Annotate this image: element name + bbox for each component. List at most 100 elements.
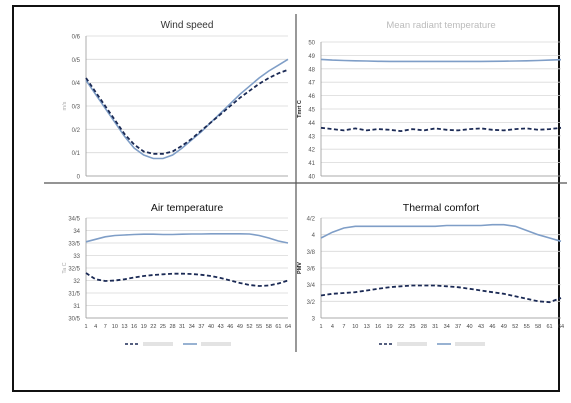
chart-title: Thermal comfort xyxy=(403,202,480,214)
y-tick-label: 4 xyxy=(312,233,316,239)
y-tick-label: 41 xyxy=(308,161,315,167)
x-tick-label: 55 xyxy=(524,324,530,330)
x-tick-label: 31 xyxy=(432,324,438,330)
x-tick-label: 4 xyxy=(331,324,334,330)
x-tick-label: 43 xyxy=(218,324,224,330)
series-line-solid xyxy=(320,58,562,63)
y-tick-label: 33/5 xyxy=(68,242,80,248)
y-tick-label: 31 xyxy=(73,304,80,310)
x-tick-label: 61 xyxy=(547,324,553,330)
y-tick-label: 3/6 xyxy=(307,267,316,273)
series-line-solid xyxy=(85,232,289,244)
x-tick-label: 58 xyxy=(266,324,272,330)
y-axis-label: Tmrt C xyxy=(297,100,303,118)
x-tick-label: 7 xyxy=(104,324,107,330)
x-tick-label: 13 xyxy=(364,324,370,330)
y-tick-label: 50 xyxy=(308,41,315,47)
y-tick-label: 0/5 xyxy=(72,58,81,64)
y-tick-label: 3/8 xyxy=(307,250,316,256)
x-tick-label: 40 xyxy=(467,324,473,330)
x-tick-label: 58 xyxy=(535,324,541,330)
y-tick-label: 0/2 xyxy=(72,128,81,134)
series-line-dashed xyxy=(85,272,289,287)
x-tick-label: 49 xyxy=(237,324,243,330)
x-tick-label: 52 xyxy=(512,324,518,330)
y-axis-label: Ta C xyxy=(62,262,68,273)
x-tick-label: 16 xyxy=(131,324,137,330)
y-tick-label: 34 xyxy=(73,229,80,235)
x-tick-label: 43 xyxy=(478,324,484,330)
series-line-dashed xyxy=(320,126,562,133)
y-tick-label: 33 xyxy=(73,254,80,260)
x-tick-label: 25 xyxy=(160,324,166,330)
x-tick-label: 28 xyxy=(170,324,176,330)
x-tick-label: 10 xyxy=(112,324,118,330)
chart-panel-1: Wind speed 0 0/1 0/2 0/3 0/4 0/5 0/6 m/s xyxy=(62,20,289,181)
y-tick-label: 3/2 xyxy=(307,300,316,306)
x-tick-label: 4 xyxy=(94,324,97,330)
x-tick-label: 13 xyxy=(121,324,127,330)
y-tick-label: 43 xyxy=(308,134,315,140)
legend-text-placeholder xyxy=(201,342,231,346)
x-tick-label: 46 xyxy=(489,324,495,330)
y-tick-label: 34/5 xyxy=(68,217,80,223)
x-tick-label: 1 xyxy=(84,324,87,330)
legend-text-placeholder xyxy=(143,342,173,346)
legend-text-placeholder xyxy=(397,342,427,346)
y-tick-label: 31/5 xyxy=(68,292,80,298)
y-tick-label: 48 xyxy=(308,67,315,73)
y-tick-label: 44 xyxy=(308,121,315,127)
chart-panel-2: Mean radiant temperature 40 41 42 43 44 45 46 47… xyxy=(297,20,562,181)
y-tick-label: 0/6 xyxy=(72,35,81,41)
y-tick-label: 0/4 xyxy=(72,81,81,87)
series-line-dashed xyxy=(320,284,562,304)
x-tick-label: 37 xyxy=(198,324,204,330)
x-tick-label: 52 xyxy=(246,324,252,330)
series-line-solid xyxy=(320,223,562,243)
y-tick-label: 49 xyxy=(308,54,315,60)
y-tick-label: 42 xyxy=(308,148,315,154)
x-tick-label: 34 xyxy=(189,324,195,330)
x-tick-label: 22 xyxy=(398,324,404,330)
y-tick-label: 32 xyxy=(73,279,80,285)
y-axis-label: m/s xyxy=(62,101,68,110)
y-tick-label: 46 xyxy=(308,94,315,100)
y-tick-label: 0/1 xyxy=(72,151,81,157)
y-tick-label: 0/3 xyxy=(72,105,81,111)
y-tick-label: 47 xyxy=(308,81,315,87)
x-tick-label: 19 xyxy=(387,324,393,330)
x-tick-label: 22 xyxy=(150,324,156,330)
x-tick-label: 28 xyxy=(421,324,427,330)
chart-title: Mean radiant temperature xyxy=(386,20,495,31)
x-tick-label: 7 xyxy=(342,324,345,330)
y-tick-label: 4/2 xyxy=(307,217,316,223)
y-tick-label: 45 xyxy=(308,108,315,114)
y-tick-label: 30/5 xyxy=(68,317,80,323)
y-tick-label: 40 xyxy=(308,175,315,181)
y-tick-label: 3/4 xyxy=(307,283,316,289)
chart-title: Air temperature xyxy=(151,202,224,214)
series-line-solid xyxy=(85,58,289,160)
x-tick-label: 34 xyxy=(444,324,450,330)
legend-text-placeholder xyxy=(455,342,485,346)
x-tick-label: 40 xyxy=(208,324,214,330)
chart-panel-3: Air temperature30/53131/53232/53333/5343… xyxy=(62,202,291,346)
x-tick-label: 19 xyxy=(141,324,147,330)
x-tick-label: 31 xyxy=(179,324,185,330)
y-tick-label: 32/5 xyxy=(68,267,80,273)
chart-title: Wind speed xyxy=(161,20,214,31)
x-tick-label: 37 xyxy=(455,324,461,330)
x-tick-label: 61 xyxy=(275,324,281,330)
x-tick-label: 49 xyxy=(501,324,507,330)
y-tick-label: 3 xyxy=(312,317,316,323)
x-tick-label: 46 xyxy=(227,324,233,330)
x-tick-label: 10 xyxy=(352,324,358,330)
x-tick-label: 64 xyxy=(558,324,564,330)
x-tick-label: 1 xyxy=(319,324,322,330)
x-tick-label: 64 xyxy=(285,324,291,330)
figure-frame xyxy=(12,5,560,392)
x-tick-label: 25 xyxy=(409,324,415,330)
x-tick-label: 55 xyxy=(256,324,262,330)
x-tick-label: 16 xyxy=(375,324,381,330)
y-tick-label: 0 xyxy=(77,175,81,181)
